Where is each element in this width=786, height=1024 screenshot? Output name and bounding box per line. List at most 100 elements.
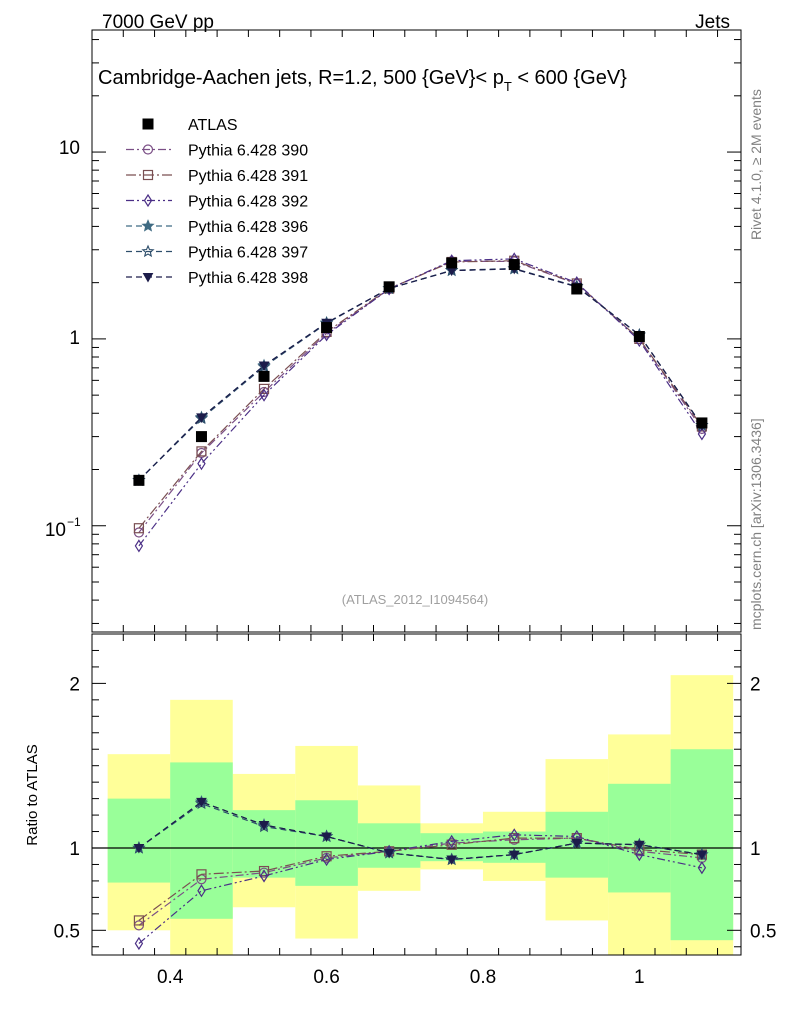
ratio-3-point-1 — [197, 884, 206, 898]
ytick-label-1: 1 — [69, 328, 80, 349]
ratio-ytick-label-right-1: 1 — [750, 839, 761, 860]
ratio-ytick-label-right-0: 0.5 — [750, 921, 776, 942]
series-line-6 — [138, 268, 703, 481]
xtick-label-0: 0.4 — [157, 967, 184, 988]
data-point-2 — [258, 370, 270, 382]
ratio-3-point-6 — [510, 828, 519, 842]
legend-label-5: Pythia 6.428 397 — [188, 245, 308, 262]
legend: ATLAS Pythia 6.428 390 Pythia 6.428 391 Pyt… — [126, 117, 308, 287]
series-line-3 — [138, 258, 703, 547]
legend-marker-2 — [142, 169, 154, 181]
main-plot: (ATLAS_2012_I1094564) Cambridge-Aachen j… — [45, 29, 742, 633]
series-3-point-3 — [322, 328, 331, 342]
series-line-2 — [138, 260, 703, 529]
ratio-2-point-0 — [133, 915, 145, 926]
title-subscript: T — [504, 79, 512, 94]
green-band-1 — [170, 762, 233, 919]
ratio-3-point-9 — [697, 861, 707, 875]
series-6-point-1 — [196, 413, 207, 423]
ratio-3-point-2 — [259, 869, 269, 883]
legend-marker-4 — [141, 219, 155, 232]
xtick-label-2: 0.8 — [470, 967, 496, 988]
series-2-point-1 — [196, 446, 207, 457]
ratio-6-point-2 — [258, 820, 270, 831]
data-point-9 — [696, 417, 708, 429]
legend-marker-1 — [142, 144, 154, 155]
series-3-point-1 — [197, 457, 206, 471]
series-line-1 — [138, 260, 703, 533]
series-3-point-2 — [259, 388, 269, 402]
series-2-point-2 — [258, 383, 270, 395]
ratio-2-point-2 — [258, 865, 270, 877]
green-band-9 — [670, 749, 734, 941]
ratio-6-point-7 — [571, 839, 583, 849]
ratio-6-point-3 — [321, 832, 332, 842]
ratio-ylabel: Ratio to ATLAS — [24, 744, 41, 845]
ytick-label-0.1: 10 — [45, 520, 66, 541]
ratio-2-point-1 — [196, 869, 207, 880]
series-2-point-0 — [133, 523, 145, 534]
legend-marker-6 — [142, 273, 154, 283]
ratio-ytick-label-left-2: 2 — [69, 674, 80, 695]
series-6-point-2 — [258, 361, 270, 372]
series-line-4 — [138, 268, 703, 481]
xtick-label-3: 1 — [634, 967, 645, 988]
series-3-point-9 — [697, 427, 707, 441]
ratio-2-point-3 — [321, 851, 332, 862]
main-plot-frame — [91, 29, 742, 633]
data-point-5 — [446, 257, 458, 269]
legend-marker-3 — [143, 193, 153, 208]
xtick-label-1: 0.6 — [313, 967, 339, 988]
green-band-0 — [107, 798, 171, 883]
data-point-6 — [508, 259, 520, 271]
data-point-7 — [571, 283, 583, 295]
ratio-2-point-5 — [446, 839, 457, 850]
ratio-line-6 — [138, 801, 702, 861]
ratio-6-point-5 — [446, 855, 458, 866]
legend-label-6: Pythia 6.428 398 — [188, 270, 308, 287]
ratio-ytick-label-right-2: 2 — [750, 674, 761, 695]
data-point-8 — [633, 331, 645, 343]
data-point-4 — [383, 281, 395, 293]
side-label-rivet: Rivet 4.1.0, ≥ 2M events — [748, 89, 764, 240]
ratio-6-point-0 — [133, 844, 145, 854]
header-left: 7000 GeV pp — [102, 12, 214, 33]
ratio-3-point-0 — [134, 936, 144, 951]
legend-marker-5 — [141, 244, 155, 258]
ratio-3-point-5 — [447, 834, 456, 849]
ratio-6-point-6 — [508, 850, 520, 861]
header-right: Jets — [695, 12, 730, 33]
legend-label-1: Pythia 6.428 390 — [188, 143, 308, 160]
analysis-label: (ATLAS_2012_I1094564) — [342, 592, 488, 607]
ratio-plot-frame — [91, 633, 742, 956]
ratio-line-1 — [138, 837, 702, 926]
legend-label-3: Pythia 6.428 392 — [188, 194, 308, 211]
title-main: Cambridge-Aachen jets, R=1.2, 500 {GeV}<… — [98, 67, 504, 89]
data-point-0 — [133, 474, 145, 486]
series-3-point-0 — [134, 539, 144, 553]
legend-label-4: Pythia 6.428 396 — [188, 219, 308, 236]
plot-title: Cambridge-Aachen jets, R=1.2, 500 {GeV}<… — [98, 67, 627, 94]
legend-marker-atlas — [142, 118, 154, 130]
series-line-5 — [138, 267, 703, 481]
ratio-3-point-8 — [635, 847, 644, 862]
ratio-ytick-label-left-0: 0.5 — [54, 921, 80, 942]
ytick-label-10: 10 — [59, 138, 80, 159]
green-band-3 — [295, 800, 358, 886]
ytick-label-0.1-exponent: −1 — [67, 515, 81, 529]
ratio-6-point-4 — [383, 848, 395, 859]
side-label-mcplots: mcplots.cern.ch [arXiv:1306.3436] — [748, 418, 764, 630]
ratio-6-point-1 — [196, 797, 207, 808]
ratio-6-point-9 — [696, 850, 708, 861]
ratio-ytick-label-left-1: 1 — [69, 839, 80, 860]
ratio-line-3 — [138, 834, 703, 944]
data-point-1 — [195, 431, 207, 443]
ratio-6-point-8 — [633, 840, 645, 851]
legend-label-2: Pythia 6.428 391 — [188, 168, 308, 185]
ratio-3-point-3 — [322, 852, 331, 867]
ratio-plot: Ratio to ATLAS 0.5 0.5 1 1 2 2 0.4 0.6 0.8 1 — [24, 633, 776, 988]
legend-label-atlas: ATLAS — [188, 117, 238, 134]
data-point-3 — [321, 322, 333, 334]
title-tail: < 600 {GeV} — [512, 67, 627, 89]
